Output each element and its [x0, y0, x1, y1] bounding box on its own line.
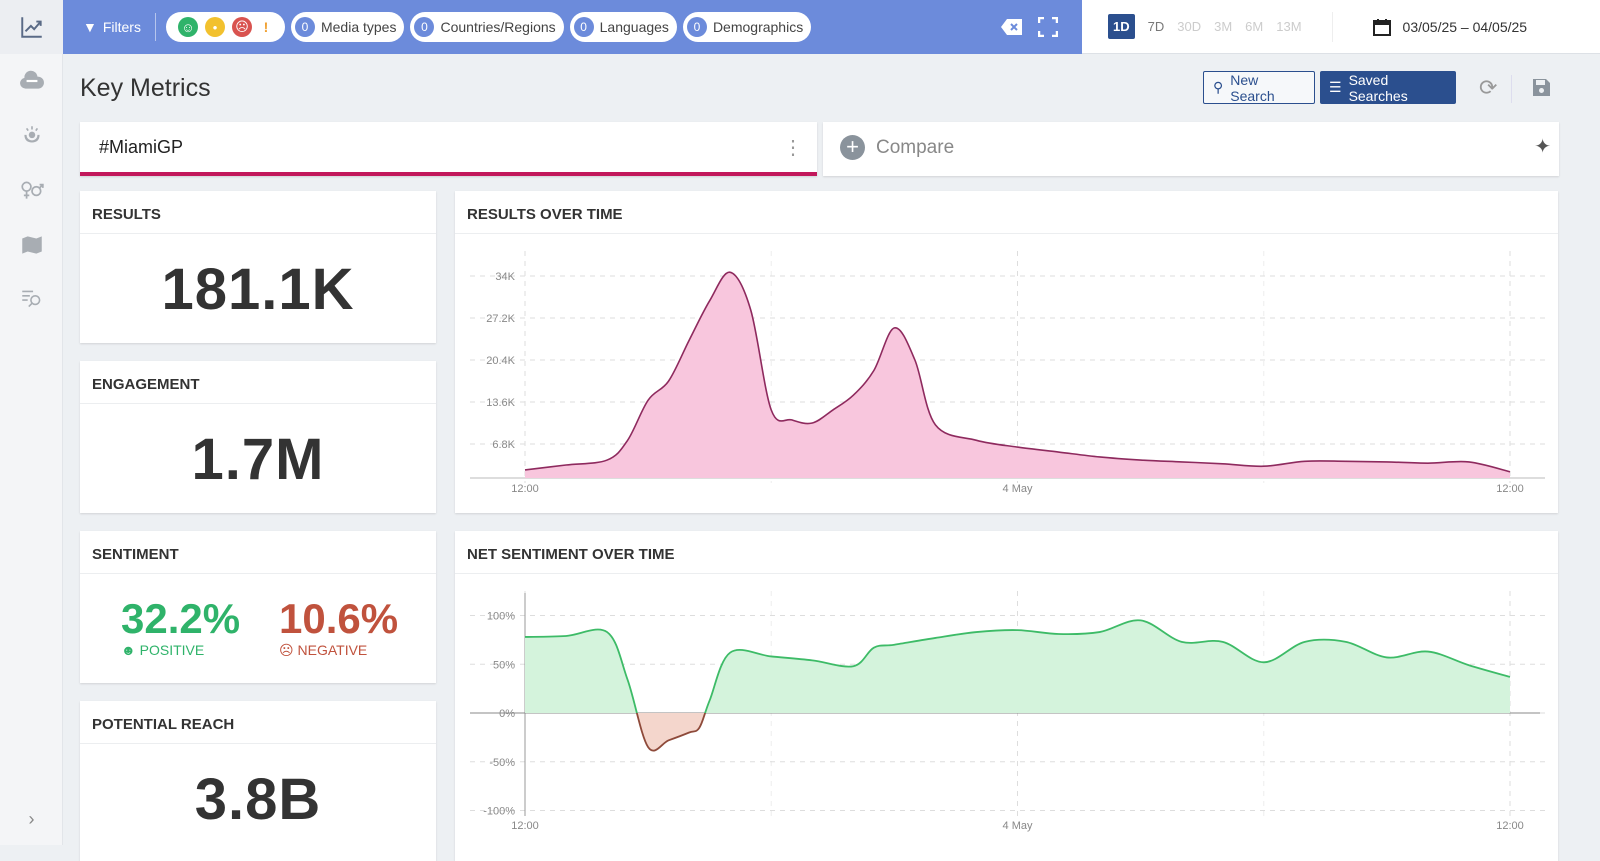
range-13m[interactable]: 13M — [1276, 19, 1302, 34]
trend-chart-icon — [20, 17, 42, 38]
results-line — [524, 271, 1511, 473]
results-value: 181.1K — [161, 257, 355, 322]
search-icon: ⚲ — [1213, 79, 1224, 95]
influencer-icon — [23, 126, 40, 143]
range-30d[interactable]: 30D — [1177, 19, 1202, 34]
net-sentiment-card: NET SENTIMENT OVER TIME 12:00 4 May 12:00 1… — [455, 531, 1558, 861]
sentiment-filter[interactable]: ☺ • ☹ ! — [165, 12, 285, 42]
y-tick-label: 6.8K — [492, 439, 515, 451]
range-6m[interactable]: 6M — [1245, 19, 1264, 34]
sparkle-icon[interactable]: ✦ — [1534, 136, 1551, 158]
y-tick-label: 20.4K — [486, 355, 515, 367]
list-icon: ☰ — [1329, 79, 1342, 95]
new-search-button[interactable]: ⚲ New Search — [1203, 71, 1315, 104]
positive-face-icon: ☻ — [121, 642, 136, 658]
range-1d[interactable]: 1D — [1108, 14, 1135, 39]
engagement-value: 1.7M — [191, 427, 325, 492]
filters-button[interactable]: ▼ Filters — [83, 13, 156, 41]
x-tick-label: 12:00 — [1496, 820, 1524, 832]
cloud-icon — [19, 70, 44, 89]
range-7d[interactable]: 7D — [1147, 19, 1165, 34]
y-tick-label: -50% — [489, 757, 515, 769]
y-tick-label: 34K — [495, 271, 515, 283]
save-icon[interactable] — [1532, 78, 1551, 97]
results-over-time-card: RESULTS OVER TIME 12:00 4 May 12:00 6.8K 13.… — [455, 191, 1558, 513]
map-icon — [21, 236, 42, 254]
sidebar-item-demographics[interactable] — [0, 163, 63, 217]
saved-searches-button[interactable]: ☰ Saved Searches — [1320, 71, 1456, 104]
sidebar: › — [0, 0, 63, 845]
refresh-icon[interactable]: ⟳ — [1479, 74, 1498, 100]
positive-face-icon[interactable]: ☺ — [177, 17, 198, 37]
x-tick-label: 4 May — [1003, 483, 1033, 495]
results-card: RESULTS 181.1K — [80, 191, 436, 343]
page-title: Key Metrics — [80, 74, 211, 102]
date-range[interactable]: 03/05/25 – 04/05/25 — [1402, 18, 1528, 35]
clear-filters-icon[interactable] — [1000, 18, 1024, 36]
sentiment-card: SENTIMENT 32.2% ☻ POSITIVE 10.6% ☹ NEGAT… — [80, 531, 436, 683]
range-3m[interactable]: 3M — [1214, 19, 1233, 34]
x-tick-label: 12:00 — [511, 820, 539, 832]
demographics-filter[interactable]: 0 Demographics — [682, 12, 812, 42]
countries-filter[interactable]: 0 Countries/Regions — [410, 12, 564, 42]
neutral-face-icon[interactable]: • — [204, 17, 225, 37]
x-tick-label: 4 May — [1003, 820, 1033, 832]
chevron-right-icon[interactable]: › — [28, 808, 35, 829]
results-area — [525, 272, 1510, 478]
y-tick-label: 100% — [487, 611, 515, 623]
sidebar-item-influencers[interactable] — [0, 109, 63, 163]
engagement-card: ENGAGEMENT 1.7M — [80, 361, 436, 513]
positive-area — [525, 620, 1510, 713]
sidebar-item-map[interactable] — [0, 218, 63, 272]
filter-bar: ▼ Filters ☺ • ☹ ! 0 Media types 0 Countries… — [63, 0, 1082, 54]
y-tick-label: 50% — [493, 659, 515, 671]
x-tick-label: 12:00 — [1496, 483, 1524, 495]
y-tick-label: 0% — [499, 708, 515, 720]
y-tick-label: 27.2K — [486, 313, 515, 325]
gender-icon — [20, 181, 44, 199]
results-over-time-chart: 12:00 4 May 12:00 6.8K 13.6K 20.4K 27.2K 34K — [470, 251, 1545, 495]
negative-value: 10.6% — [279, 595, 399, 642]
add-compare-icon[interactable]: + — [840, 135, 865, 160]
negative-face-icon[interactable]: ☹ — [231, 17, 252, 37]
sidebar-item-search-list[interactable] — [0, 272, 63, 326]
sidebar-item-topics[interactable] — [0, 54, 63, 108]
x-tick-label: 12:00 — [511, 483, 539, 495]
reach-value: 3.8B — [194, 767, 322, 832]
search-query[interactable]: #MiamiGP — [99, 137, 184, 157]
alert-icon[interactable]: ! — [263, 19, 269, 35]
negative-face-icon: ☹ — [279, 642, 294, 658]
net-sentiment-chart: 12:00 4 May 12:00 100% 50% 0% -50% -100% — [470, 591, 1545, 832]
sidebar-item-trends[interactable] — [0, 0, 63, 54]
sentiment-line-negative — [635, 713, 707, 752]
y-tick-label: -100% — [483, 806, 515, 818]
sentiment-line-positive — [524, 619, 1511, 713]
search-query-box[interactable]: #MiamiGP ⋮ — [80, 122, 817, 176]
languages-filter[interactable]: 0 Languages — [569, 12, 677, 42]
more-options-icon[interactable]: ⋮ — [783, 137, 803, 159]
media-types-filter[interactable]: 0 Media types — [290, 12, 405, 42]
fullscreen-icon[interactable] — [1038, 17, 1058, 37]
funnel-icon: ▼ — [83, 19, 97, 35]
date-controls: 1D 7D 30D 3M 6M 13M 03/05/25 – 04/05/25 — [1082, 0, 1600, 54]
compare-box[interactable]: + Compare ✦ — [823, 122, 1559, 176]
reach-card: POTENTIAL REACH 3.8B — [80, 701, 436, 861]
search-list-icon — [21, 290, 40, 308]
calendar-icon[interactable] — [1372, 18, 1391, 36]
y-tick-label: 13.6K — [486, 397, 515, 409]
positive-value: 32.2% — [121, 595, 241, 642]
